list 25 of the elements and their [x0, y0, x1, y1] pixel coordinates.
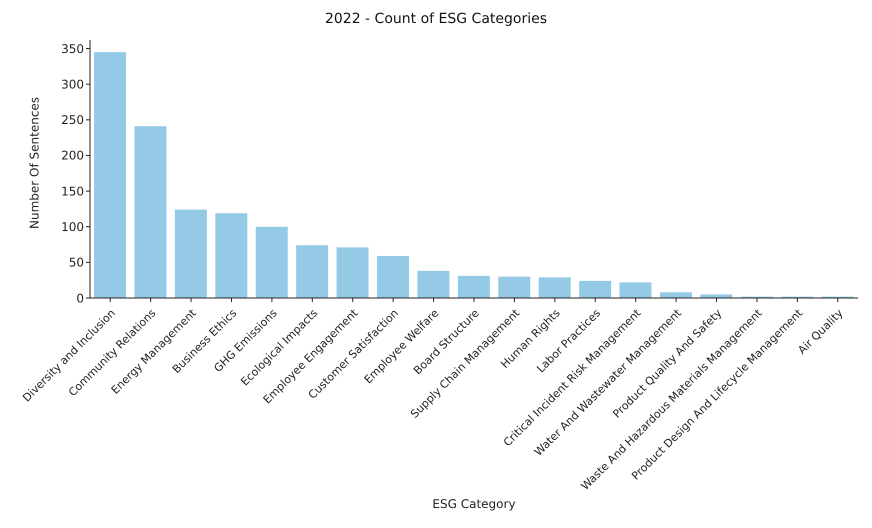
- chart-title: 2022 - Count of ESG Categories: [324, 10, 548, 29]
- y-tick-label: 300: [61, 77, 84, 92]
- x-axis-title: ESG Category: [432, 497, 516, 511]
- bar: [256, 226, 288, 298]
- bar: [538, 277, 571, 298]
- bar: [417, 270, 450, 298]
- y-tick-label: 200: [61, 148, 84, 163]
- bar: [94, 52, 126, 298]
- y-tick-label: 250: [61, 113, 84, 128]
- y-tick-label: 150: [61, 184, 84, 198]
- bar: [134, 126, 166, 298]
- y-axis-title: Number Of Sentences: [27, 96, 42, 229]
- bar: [215, 213, 248, 298]
- bar: [579, 280, 612, 298]
- y-tick-label: 0: [76, 291, 84, 306]
- bar: [498, 276, 530, 298]
- bar: [336, 247, 369, 298]
- bar: [174, 210, 207, 298]
- y-tick-label: 350: [61, 42, 84, 56]
- y-tick-label: 100: [61, 220, 84, 234]
- bar: [296, 245, 328, 298]
- bar: [620, 282, 652, 298]
- bar: [458, 276, 490, 298]
- y-tick-label: 50: [68, 256, 84, 270]
- bar: [376, 256, 409, 298]
